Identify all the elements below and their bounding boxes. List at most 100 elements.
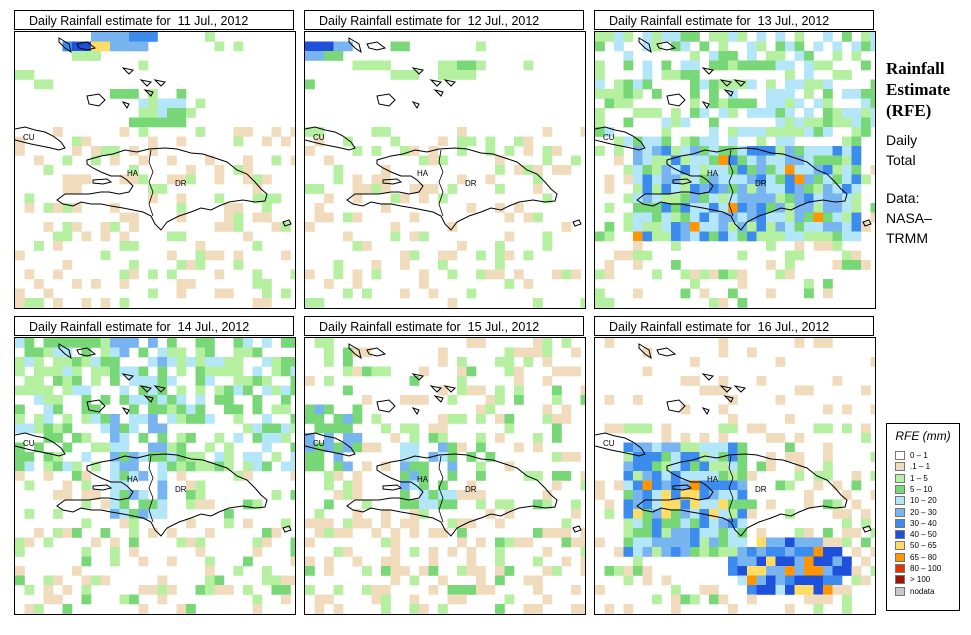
rainfall-cell <box>15 575 25 586</box>
rainfall-cell <box>495 184 505 194</box>
rainfall-cell <box>457 490 467 500</box>
rainfall-cell <box>205 499 215 510</box>
rainfall-cell <box>15 385 25 396</box>
rainfall-cell <box>832 117 843 128</box>
rainfall-cell <box>642 60 653 71</box>
rainfall-cell <box>709 594 719 605</box>
rainfall-cell <box>823 222 833 232</box>
rainfall-cell <box>271 193 282 204</box>
rainfall-cell <box>24 203 35 213</box>
rainfall-cell <box>167 357 177 367</box>
rainfall-cell <box>271 127 282 137</box>
rainfall-cell <box>438 480 448 491</box>
rainfall-cell <box>205 338 215 348</box>
rainfall-cell <box>851 184 862 194</box>
rainfall-cell <box>148 288 158 299</box>
rainfall-cell <box>324 594 334 605</box>
rainfall-cell <box>552 433 562 443</box>
rainfall-cell <box>362 395 372 405</box>
rainfall-cell <box>680 203 691 213</box>
rainfall-cell <box>72 41 82 52</box>
rainfall-cell <box>794 51 805 61</box>
rainfall-cell <box>533 165 543 175</box>
coastline-bah8 <box>433 89 444 97</box>
rainfall-cell <box>718 376 729 386</box>
rainfall-cell <box>832 585 843 595</box>
rainfall-cell <box>832 480 843 491</box>
rainfall-cell <box>290 452 295 462</box>
rainfall-cell <box>409 452 420 462</box>
rainfall-cell <box>495 604 505 614</box>
rainfall-cell <box>661 222 672 232</box>
rainfall-cell <box>737 575 748 586</box>
rainfall-cell <box>661 433 672 443</box>
rainfall-cell <box>447 70 458 80</box>
rainfall-cell <box>680 490 691 500</box>
rainfall-cell <box>252 184 263 194</box>
rainfall-cell <box>352 509 363 519</box>
rainfall-cell <box>447 471 458 481</box>
rainfall-cell <box>709 146 719 156</box>
rainfall-cell <box>623 60 634 71</box>
rainfall-cell <box>604 423 615 434</box>
rainfall-cell <box>661 212 672 223</box>
rainfall-cell <box>252 269 263 280</box>
rainfall-cell <box>252 193 263 204</box>
legend-swatch <box>895 586 905 596</box>
rainfall-cell <box>485 395 496 405</box>
rainfall-cell <box>138 155 149 166</box>
rainfall-cell <box>642 509 653 519</box>
rainfall-cell <box>157 347 168 358</box>
coastline-bah8 <box>143 89 154 97</box>
rainfall-cell <box>709 509 719 519</box>
rainfall-cell <box>214 174 225 185</box>
rainfall-cell <box>633 89 643 99</box>
rainfall-cell <box>842 89 852 99</box>
rainfall-cell <box>138 60 149 71</box>
rainfall-cell <box>737 146 748 156</box>
rainfall-cell <box>157 509 168 519</box>
rainfall-cell <box>823 193 833 204</box>
rainfall-cell <box>447 298 458 308</box>
rainfall-cell <box>428 423 439 434</box>
rainfall-cell <box>305 556 315 567</box>
country-label-dr: DR <box>175 485 187 494</box>
rainfall-cell <box>542 528 553 538</box>
rainfall-cell <box>352 212 363 223</box>
legend-swatch <box>895 564 905 573</box>
rainfall-cell <box>148 452 158 462</box>
rainfall-cell <box>476 471 486 481</box>
rainfall-cell <box>633 184 643 194</box>
rainfall-cell <box>62 155 73 166</box>
map-panel-12-jul: Daily Rainfall estimate for 12 Jul., 201… <box>304 10 586 310</box>
rainfall-cell <box>823 452 833 462</box>
rainfall-cell <box>400 260 410 270</box>
data-source-line: NASA– <box>886 210 932 226</box>
rainfall-cell <box>766 184 776 194</box>
rainfall-cell <box>832 499 843 510</box>
rainfall-cell <box>652 155 662 166</box>
rainfall-cell <box>514 442 524 453</box>
rainfall-cell <box>24 423 35 434</box>
rainfall-cell <box>623 117 634 128</box>
map-panel-16-jul: Daily Rainfall estimate for 16 Jul., 201… <box>594 316 876 616</box>
rainfall-cell <box>633 556 643 567</box>
rainfall-cell <box>290 537 295 548</box>
rainfall-cell <box>870 212 875 223</box>
rainfall-cell <box>533 528 543 538</box>
rainfall-cell <box>718 155 729 166</box>
rainfall-cell <box>100 231 111 242</box>
coastline-cuba <box>305 432 356 457</box>
rainfall-cell <box>466 338 477 348</box>
rainfall-cell <box>766 222 776 232</box>
rainfall-cell <box>614 423 624 434</box>
rainfall-cell <box>718 203 729 213</box>
rainfall-cell <box>580 556 585 567</box>
rainfall-cell <box>523 279 534 289</box>
rainfall-cell <box>851 41 862 52</box>
rainfall-cell <box>176 414 187 424</box>
rainfall-cell <box>409 518 420 529</box>
rainfall-cell <box>476 60 486 71</box>
rainfall-cell <box>680 231 691 242</box>
rainfall-cell <box>851 212 862 223</box>
